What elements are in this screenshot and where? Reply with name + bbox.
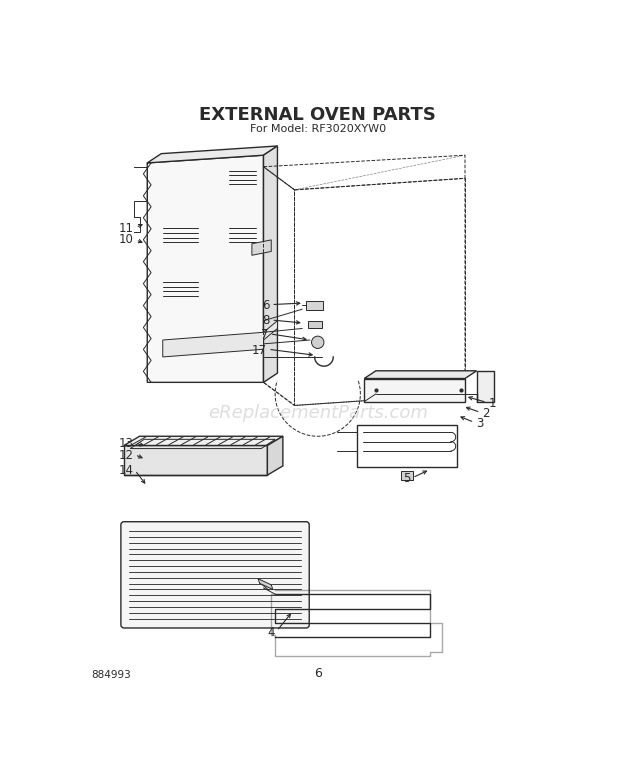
Polygon shape bbox=[477, 370, 494, 402]
Text: 2: 2 bbox=[482, 406, 490, 420]
Text: 5: 5 bbox=[404, 472, 410, 485]
Circle shape bbox=[153, 353, 157, 358]
Text: 14: 14 bbox=[118, 464, 133, 477]
Polygon shape bbox=[124, 436, 283, 445]
Polygon shape bbox=[365, 370, 477, 378]
Text: For Model: RF3020XYW0: For Model: RF3020XYW0 bbox=[250, 124, 386, 134]
Text: 884993: 884993 bbox=[92, 670, 131, 680]
Text: 1: 1 bbox=[489, 397, 496, 410]
FancyBboxPatch shape bbox=[478, 374, 490, 390]
Text: 3: 3 bbox=[476, 417, 483, 430]
Text: 17: 17 bbox=[252, 343, 267, 356]
Polygon shape bbox=[308, 321, 322, 328]
Circle shape bbox=[311, 336, 324, 349]
Polygon shape bbox=[267, 436, 283, 475]
Bar bbox=[228, 161, 242, 171]
Polygon shape bbox=[365, 378, 465, 402]
Text: eReplacementParts.com: eReplacementParts.com bbox=[208, 404, 428, 422]
Text: 6: 6 bbox=[314, 668, 322, 680]
FancyBboxPatch shape bbox=[121, 522, 309, 628]
Text: 11: 11 bbox=[118, 222, 133, 235]
Text: 7: 7 bbox=[260, 328, 268, 341]
Polygon shape bbox=[148, 155, 264, 382]
Text: 6: 6 bbox=[262, 299, 270, 312]
Polygon shape bbox=[162, 321, 278, 357]
Polygon shape bbox=[148, 146, 278, 163]
Text: 4: 4 bbox=[268, 626, 275, 639]
Text: 13: 13 bbox=[118, 438, 133, 451]
Text: EXTERNAL OVEN PARTS: EXTERNAL OVEN PARTS bbox=[199, 106, 436, 124]
Polygon shape bbox=[252, 240, 272, 255]
Polygon shape bbox=[401, 471, 413, 480]
Polygon shape bbox=[258, 579, 273, 590]
Text: 12: 12 bbox=[118, 449, 133, 462]
Polygon shape bbox=[124, 445, 267, 475]
Text: 8: 8 bbox=[262, 314, 270, 328]
Polygon shape bbox=[264, 146, 278, 382]
Text: 10: 10 bbox=[118, 233, 133, 246]
Polygon shape bbox=[306, 301, 323, 310]
